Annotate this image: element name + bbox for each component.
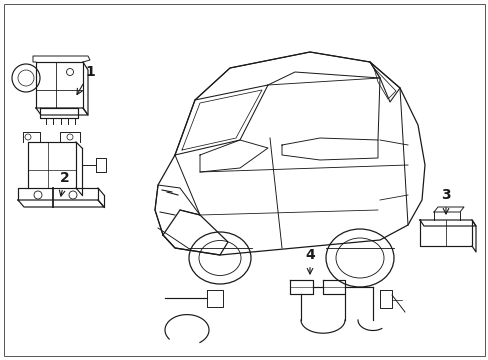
- Text: 4: 4: [305, 248, 314, 274]
- Text: 2: 2: [59, 171, 70, 196]
- Text: 1: 1: [77, 65, 95, 95]
- Text: 3: 3: [440, 188, 450, 214]
